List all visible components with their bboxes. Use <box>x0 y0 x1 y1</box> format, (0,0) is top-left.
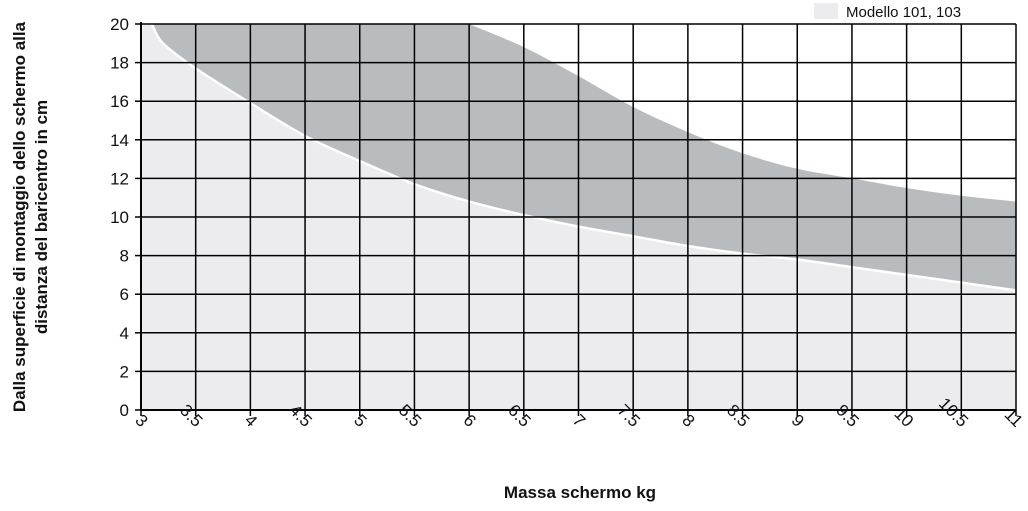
y-axis-title: Dalla superficie di montaggio dello sche… <box>10 21 51 412</box>
y-axis-title-line-2: distanza del baricentro in cm <box>32 100 51 334</box>
y-tick-label: 6 <box>120 285 129 304</box>
x-tick-label: 3 <box>131 411 151 431</box>
x-tick-label: 5 <box>350 411 370 431</box>
chart-axes <box>135 22 1017 416</box>
y-tick-label: 0 <box>120 401 129 420</box>
x-axis-title: Massa schermo kg <box>504 483 656 502</box>
x-tick-label: 8 <box>678 411 698 431</box>
x-tick-label: 7 <box>569 411 589 431</box>
y-tick-label: 20 <box>110 15 129 34</box>
y-tick-label: 16 <box>110 92 129 111</box>
y-tick-labels: 0 2 4 6 8 10 12 14 16 18 20 <box>110 15 129 420</box>
y-tick-label: 4 <box>120 324 129 343</box>
y-tick-label: 18 <box>110 54 129 73</box>
y-tick-label: 2 <box>120 362 129 381</box>
legend-label: Modello 101, 103 <box>846 4 961 21</box>
y-axis-title-line-1: Dalla superficie di montaggio dello sche… <box>10 21 29 412</box>
y-tick-label: 10 <box>110 208 129 227</box>
boundary-line <box>150 23 1017 292</box>
chart-grid <box>140 23 1017 411</box>
x-tick-label: 9 <box>788 411 808 431</box>
x-tick-label: 6 <box>460 411 480 431</box>
y-tick-label: 8 <box>120 247 129 266</box>
legend-swatch <box>814 3 838 19</box>
y-tick-label: 14 <box>110 131 129 150</box>
x-tick-label: 4 <box>241 411 261 431</box>
y-tick-label: 12 <box>110 169 129 188</box>
legend: Modello 101, 103 <box>814 3 961 21</box>
